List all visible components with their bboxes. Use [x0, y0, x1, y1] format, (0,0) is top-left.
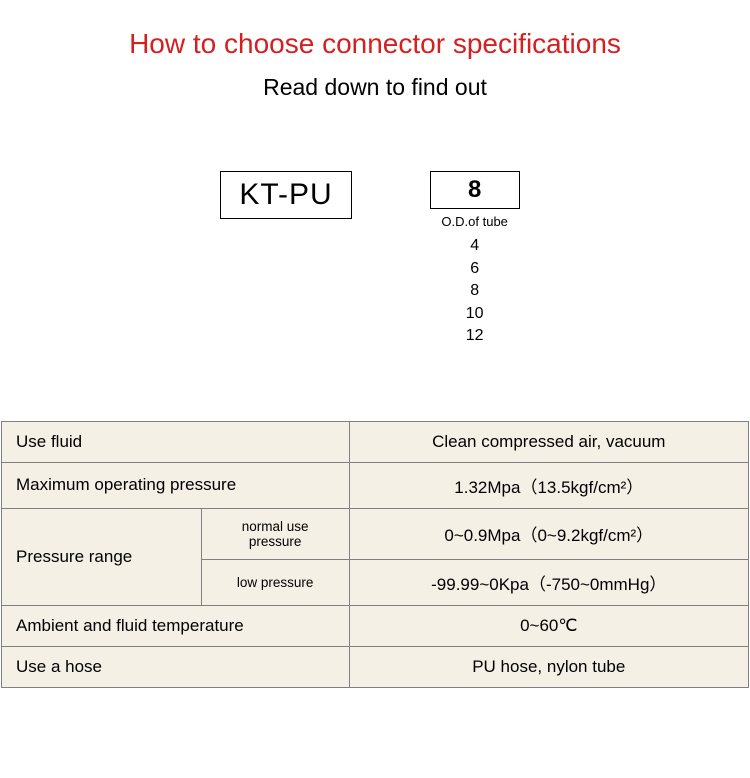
size-list: 4 6 8 10 12: [466, 235, 484, 347]
table-row: Maximum operating pressure 1.32Mpa（13.5k…: [2, 462, 749, 508]
size-option: 8: [470, 280, 479, 302]
table-row: Ambient and fluid temperature 0~60℃: [2, 605, 749, 646]
spec-label-max-pressure: Maximum operating pressure: [2, 462, 350, 508]
table-row: Use fluid Clean compressed air, vacuum: [2, 421, 749, 462]
spec-table: Use fluid Clean compressed air, vacuum M…: [1, 421, 749, 688]
spec-value-fluid: Clean compressed air, vacuum: [349, 421, 748, 462]
spec-label-hose: Use a hose: [2, 646, 350, 687]
page-title: How to choose connector specifications: [0, 28, 750, 60]
size-option: 10: [466, 303, 484, 325]
spec-value-temperature: 0~60℃: [349, 605, 748, 646]
spec-label-pressure-range: Pressure range: [2, 508, 202, 605]
table-row: Use a hose PU hose, nylon tube: [2, 646, 749, 687]
product-code-row: KT-PU 8 O.D.of tube 4 6 8 10 12: [0, 171, 750, 347]
spec-value-hose: PU hose, nylon tube: [349, 646, 748, 687]
spec-label-fluid: Use fluid: [2, 421, 350, 462]
size-column: 8 O.D.of tube 4 6 8 10 12: [420, 171, 530, 347]
selected-size-box: 8: [430, 171, 520, 209]
spec-label-temperature: Ambient and fluid temperature: [2, 605, 350, 646]
spec-value-normal-pressure: 0~0.9Mpa（0~9.2kgf/cm²）: [349, 508, 748, 559]
product-code-prefix: KT-PU: [220, 171, 351, 219]
size-label: O.D.of tube: [441, 214, 507, 229]
size-option: 12: [466, 325, 484, 347]
spec-label-low-pressure: low pressure: [201, 559, 349, 605]
spec-label-normal-pressure: normal use pressure: [201, 508, 349, 559]
size-option: 6: [470, 258, 479, 280]
spec-value-max-pressure: 1.32Mpa（13.5kgf/cm²）: [349, 462, 748, 508]
page-subtitle: Read down to find out: [0, 74, 750, 101]
table-row: Pressure range normal use pressure 0~0.9…: [2, 508, 749, 559]
size-option: 4: [470, 235, 479, 257]
spec-value-low-pressure: -99.99~0Kpa（-750~0mmHg）: [349, 559, 748, 605]
